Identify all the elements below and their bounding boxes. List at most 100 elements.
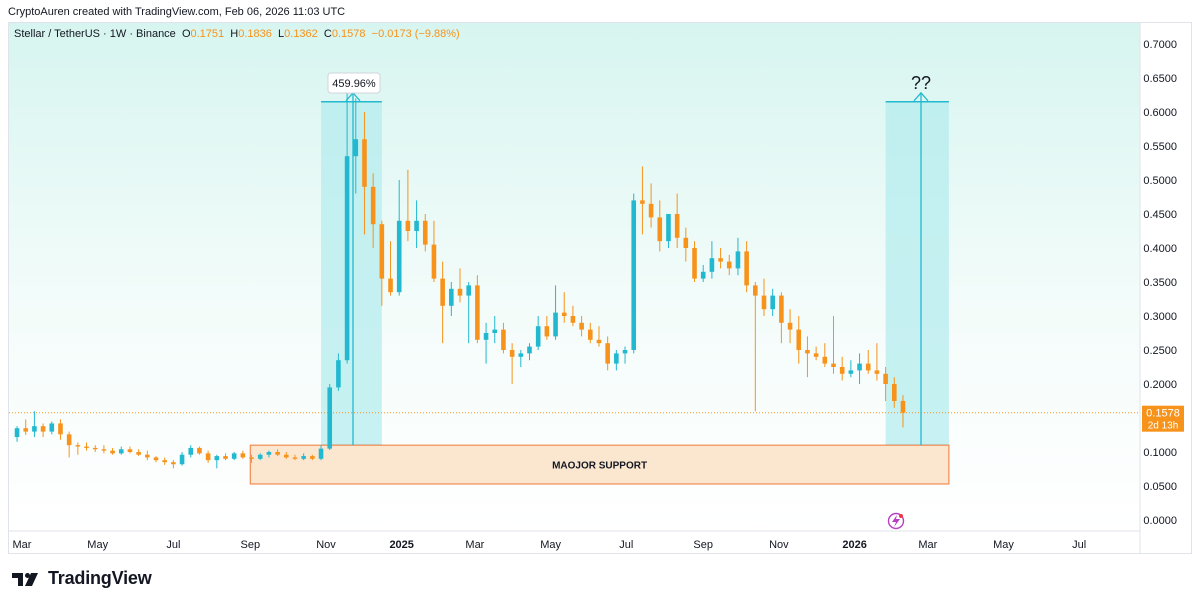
- candle[interactable]: [605, 343, 610, 364]
- candle[interactable]: [666, 214, 671, 242]
- candle[interactable]: [396, 220, 402, 293]
- candle[interactable]: [535, 326, 541, 347]
- candle[interactable]: [779, 295, 784, 323]
- candle[interactable]: [718, 258, 723, 262]
- candle[interactable]: [596, 339, 602, 344]
- candle[interactable]: [857, 363, 862, 371]
- candle[interactable]: [101, 449, 107, 451]
- candle[interactable]: [553, 312, 558, 337]
- candle[interactable]: [839, 367, 845, 374]
- candle[interactable]: [58, 423, 63, 435]
- candle[interactable]: [891, 384, 897, 401]
- candle[interactable]: [23, 428, 29, 432]
- candle[interactable]: [787, 322, 793, 330]
- candle[interactable]: [518, 353, 524, 357]
- candle[interactable]: [449, 288, 454, 306]
- candle[interactable]: [683, 237, 689, 248]
- symbol-name[interactable]: Stellar / TetherUS · 1W · Binance: [14, 28, 176, 40]
- candle[interactable]: [266, 452, 272, 455]
- candle[interactable]: [483, 333, 489, 340]
- candle[interactable]: [640, 200, 645, 204]
- candle[interactable]: [848, 370, 854, 374]
- candle[interactable]: [145, 454, 150, 458]
- candle[interactable]: [388, 278, 393, 293]
- candle[interactable]: [179, 454, 185, 465]
- candle[interactable]: [414, 220, 419, 231]
- candle[interactable]: [770, 295, 775, 310]
- candle[interactable]: [761, 295, 767, 310]
- candle[interactable]: [831, 363, 836, 367]
- candle[interactable]: [32, 426, 37, 432]
- candle[interactable]: [631, 200, 637, 350]
- candle[interactable]: [883, 373, 888, 384]
- candle[interactable]: [162, 460, 167, 463]
- candle[interactable]: [405, 220, 411, 231]
- candle[interactable]: [501, 329, 506, 350]
- candle[interactable]: [14, 428, 20, 438]
- candle[interactable]: [422, 220, 428, 245]
- candle[interactable]: [674, 214, 680, 238]
- candle[interactable]: [570, 316, 576, 323]
- candle[interactable]: [587, 329, 593, 340]
- candle[interactable]: [171, 462, 176, 465]
- candle[interactable]: [648, 203, 654, 218]
- candle[interactable]: [283, 454, 289, 458]
- candle[interactable]: [301, 456, 306, 459]
- candle[interactable]: [275, 452, 280, 455]
- candle[interactable]: [822, 356, 828, 364]
- candle[interactable]: [188, 447, 194, 455]
- candle[interactable]: [527, 346, 532, 354]
- candle[interactable]: [344, 156, 350, 361]
- candle[interactable]: [240, 453, 246, 458]
- candle[interactable]: [692, 248, 697, 279]
- candle[interactable]: [40, 426, 46, 432]
- candle[interactable]: [900, 400, 906, 413]
- candle[interactable]: [744, 251, 749, 286]
- candle[interactable]: [431, 244, 437, 279]
- candle[interactable]: [735, 251, 741, 269]
- candle[interactable]: [561, 312, 567, 316]
- candle[interactable]: [622, 350, 628, 354]
- candle[interactable]: [370, 186, 376, 225]
- candle[interactable]: [796, 329, 802, 350]
- candle[interactable]: [614, 353, 619, 364]
- candle[interactable]: [110, 450, 115, 454]
- candle[interactable]: [379, 224, 385, 279]
- candle[interactable]: [327, 387, 333, 449]
- candle[interactable]: [457, 288, 463, 296]
- candle[interactable]: [865, 363, 871, 371]
- candle[interactable]: [336, 360, 341, 388]
- candle[interactable]: [318, 448, 324, 459]
- candle[interactable]: [310, 456, 315, 459]
- candle[interactable]: [709, 258, 715, 272]
- candle[interactable]: [700, 271, 706, 279]
- candle[interactable]: [362, 139, 367, 187]
- candle[interactable]: [813, 353, 819, 357]
- candle[interactable]: [66, 434, 72, 446]
- candle[interactable]: [223, 456, 228, 459]
- candle[interactable]: [197, 447, 202, 454]
- tradingview-logo[interactable]: TradingView: [12, 568, 152, 589]
- candle[interactable]: [579, 322, 584, 330]
- candle[interactable]: [874, 370, 880, 374]
- candle[interactable]: [292, 457, 298, 459]
- candle[interactable]: [726, 261, 732, 269]
- candle[interactable]: [475, 285, 480, 340]
- support-zone[interactable]: [249, 444, 950, 485]
- candle[interactable]: [136, 452, 141, 455]
- candle[interactable]: [509, 350, 515, 357]
- candle[interactable]: [92, 447, 98, 450]
- candle[interactable]: [544, 326, 550, 337]
- candle[interactable]: [257, 454, 263, 459]
- candle[interactable]: [205, 453, 211, 461]
- candle[interactable]: [75, 445, 81, 447]
- candle[interactable]: [353, 139, 359, 157]
- candle[interactable]: [492, 329, 498, 333]
- candle[interactable]: [49, 423, 55, 432]
- candle[interactable]: [249, 457, 254, 459]
- candle[interactable]: [440, 278, 445, 306]
- candle[interactable]: [466, 285, 471, 296]
- candle[interactable]: [214, 456, 220, 461]
- candle[interactable]: [127, 449, 133, 452]
- candle[interactable]: [118, 449, 124, 454]
